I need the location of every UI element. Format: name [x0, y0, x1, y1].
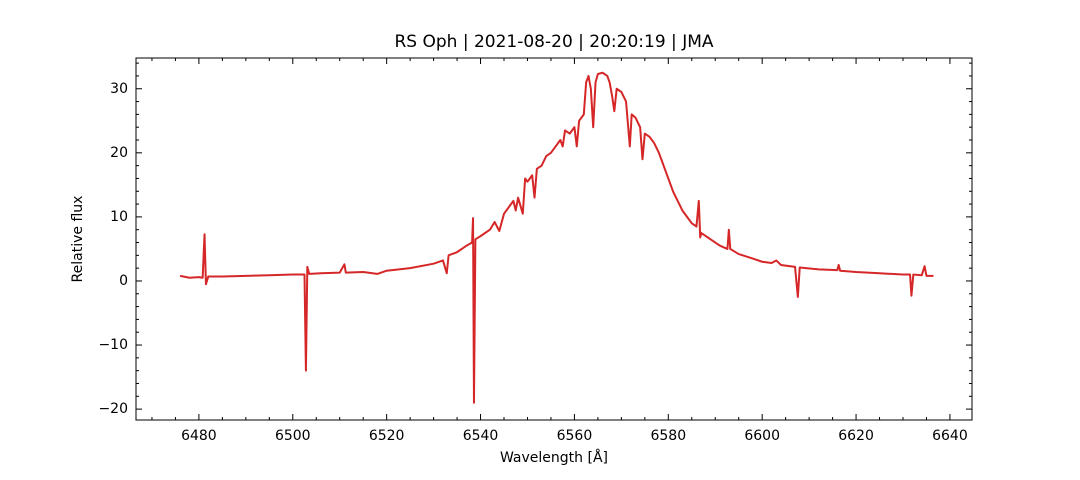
- x-tick-label: 6580: [650, 428, 686, 444]
- x-tick-label: 6500: [275, 428, 311, 444]
- y-tick-label: 10: [110, 209, 128, 225]
- x-tick-label: 6540: [463, 428, 499, 444]
- plot-frame: [135, 57, 973, 421]
- x-tick-label: 6560: [557, 428, 593, 444]
- x-axis-label: Wavelength [Å]: [500, 449, 608, 466]
- x-tick-label: 6640: [932, 428, 968, 444]
- x-tick-label: 6480: [181, 428, 217, 444]
- y-tick-label: −10: [98, 337, 128, 353]
- x-tick-label: 6600: [744, 428, 780, 444]
- spectrum-line: [179, 71, 934, 404]
- y-axis-label: Relative flux: [70, 196, 86, 283]
- x-tick-label: 6620: [838, 428, 874, 444]
- y-tick-label: −20: [98, 401, 128, 417]
- y-tick-label: 0: [119, 273, 128, 289]
- y-tick-label: 20: [110, 145, 128, 161]
- chart-title: RS Oph | 2021-08-20 | 20:20:19 | JMA: [394, 32, 713, 52]
- x-tick-label: 6520: [369, 428, 405, 444]
- y-tick-label: 30: [110, 81, 128, 97]
